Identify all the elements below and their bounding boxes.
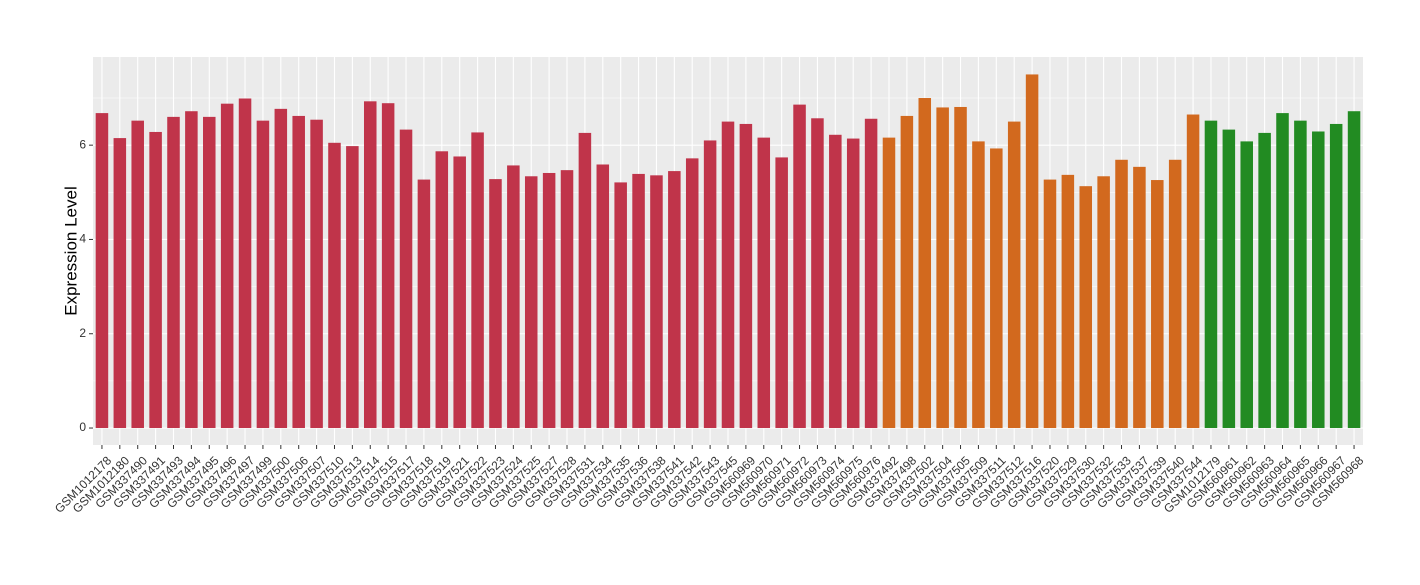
bar [524, 176, 538, 429]
bar [167, 116, 180, 429]
bar [882, 137, 896, 429]
y-tick-label: 4 [79, 232, 86, 246]
bar [578, 132, 592, 429]
bar [1258, 132, 1271, 429]
bar [1168, 159, 1182, 429]
bar [131, 120, 144, 429]
bar [399, 129, 413, 429]
bar [1043, 179, 1057, 429]
bar [596, 164, 610, 429]
bar [739, 123, 753, 429]
bar [1079, 186, 1093, 429]
bar [668, 171, 681, 429]
bar [650, 175, 663, 429]
bar [256, 120, 270, 429]
bar [1329, 123, 1343, 429]
bar [274, 108, 288, 429]
bar [560, 170, 574, 429]
bar [113, 138, 127, 429]
bar [846, 138, 860, 429]
bar [203, 116, 216, 429]
y-tick-label: 0 [79, 420, 86, 434]
bar [381, 103, 395, 429]
bar [507, 165, 520, 429]
bar [417, 179, 431, 429]
bar [220, 103, 234, 429]
bar [346, 146, 359, 429]
bar [990, 148, 1003, 429]
bar [829, 134, 842, 429]
bar [775, 157, 788, 429]
bar [757, 137, 771, 429]
bar [149, 131, 162, 429]
bar [793, 104, 806, 429]
bar [363, 101, 377, 429]
bar [1025, 74, 1039, 429]
bar [1133, 166, 1146, 429]
bar [864, 118, 878, 429]
bar [489, 179, 502, 429]
bar [632, 173, 645, 429]
bar [1204, 120, 1218, 429]
bar [1240, 141, 1253, 429]
bar [954, 106, 967, 429]
bar [1151, 180, 1164, 429]
bar [811, 118, 824, 429]
bar [95, 113, 109, 429]
bar [238, 98, 252, 429]
bar [435, 151, 449, 429]
bar [1276, 113, 1289, 429]
bar [310, 119, 323, 429]
y-axis-label: Expression Level [61, 186, 80, 315]
bar [1115, 159, 1128, 429]
bar [918, 98, 932, 429]
bar [471, 132, 484, 429]
bar [1007, 121, 1021, 429]
bar [721, 121, 735, 429]
y-tick-label: 6 [79, 137, 86, 151]
bar [1097, 176, 1110, 429]
bar [542, 172, 556, 429]
bar [900, 115, 914, 429]
bar [1294, 120, 1307, 429]
bar [703, 140, 717, 429]
bar [1222, 129, 1236, 429]
bar [1312, 131, 1325, 429]
bar [328, 142, 341, 429]
y-tick-label: 2 [79, 326, 86, 340]
bar [614, 182, 627, 429]
bar [972, 141, 985, 429]
bar [185, 111, 198, 429]
bar [292, 115, 305, 429]
bar [1061, 174, 1075, 429]
bar [1347, 111, 1361, 429]
bar [685, 158, 699, 429]
bar [1186, 114, 1200, 429]
bar [936, 107, 949, 429]
bar [453, 156, 466, 429]
